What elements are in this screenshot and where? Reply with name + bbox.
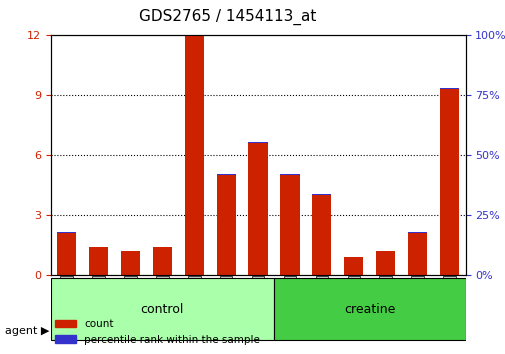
Text: GSM115537: GSM115537	[221, 278, 230, 333]
Bar	[121, 251, 140, 275]
Text: GSM115533: GSM115533	[94, 278, 103, 333]
FancyBboxPatch shape	[274, 278, 465, 340]
Bar	[375, 251, 394, 275]
Bar	[407, 233, 426, 275]
Text: GSM115535: GSM115535	[158, 278, 167, 333]
Bar	[439, 89, 458, 275]
Bar	[343, 257, 363, 275]
Text: GDS2765 / 1454113_at: GDS2765 / 1454113_at	[139, 8, 316, 25]
Text: GSM115530: GSM115530	[412, 278, 421, 333]
Bar	[312, 195, 331, 275]
Bar	[312, 194, 331, 195]
Bar	[153, 247, 172, 275]
Bar	[280, 174, 299, 175]
Text: GSM115532: GSM115532	[62, 278, 71, 333]
Legend: count, percentile rank within the sample: count, percentile rank within the sample	[50, 315, 264, 349]
Text: GSM115536: GSM115536	[189, 278, 198, 333]
Bar	[184, 35, 204, 275]
Bar	[57, 233, 76, 275]
Bar	[184, 34, 204, 35]
Text: GSM115534: GSM115534	[126, 278, 135, 333]
Text: GSM115531: GSM115531	[444, 278, 453, 333]
Text: GSM115527: GSM115527	[317, 278, 326, 333]
Text: agent ▶: agent ▶	[5, 326, 49, 336]
Bar	[216, 174, 235, 175]
Text: GSM115528: GSM115528	[348, 278, 358, 333]
Text: GSM115529: GSM115529	[380, 278, 389, 333]
Text: GSM115526: GSM115526	[285, 278, 294, 333]
Text: GSM115538: GSM115538	[253, 278, 262, 333]
Bar	[248, 143, 267, 275]
Text: control: control	[140, 303, 184, 316]
Bar	[248, 142, 267, 143]
Text: creatine: creatine	[343, 303, 395, 316]
Bar	[407, 232, 426, 233]
Bar	[280, 175, 299, 275]
Bar	[89, 247, 108, 275]
Bar	[216, 175, 235, 275]
FancyBboxPatch shape	[50, 278, 274, 340]
Bar	[439, 88, 458, 89]
Bar	[57, 232, 76, 233]
